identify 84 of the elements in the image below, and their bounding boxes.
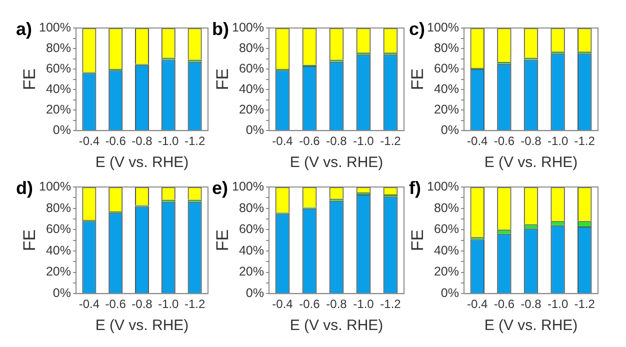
x-tick-label: -1.2 (184, 297, 206, 312)
x-tick-label: -1.2 (574, 297, 596, 312)
x-tick-label: -1.0 (547, 134, 568, 148)
chart-title: d) (16, 178, 33, 198)
x-tick-label: -1.0 (158, 134, 180, 148)
x-tick-label: -1.0 (158, 297, 180, 312)
y-tick-label: 100% (427, 20, 459, 34)
y-tick-label: 60% (46, 61, 71, 76)
x-tick-label: -0.6 (494, 134, 515, 148)
y-tick-label: 100% (39, 179, 71, 194)
y-axis-title: FE (408, 68, 427, 90)
x-tick-label: -1.2 (380, 297, 402, 312)
y-tick-label: 40% (434, 243, 459, 258)
x-tick-label: -0.6 (105, 297, 126, 312)
chart-title: c) (409, 19, 426, 39)
y-tick-label: 80% (238, 40, 264, 55)
y-axis-title: FE (212, 68, 232, 90)
y-tick-label: 60% (238, 222, 264, 236)
y-tick-label: 40% (238, 82, 264, 96)
x-tick-label: -0.8 (326, 297, 348, 312)
y-tick-label: 60% (434, 222, 459, 236)
x-tick-label: -0.4 (467, 134, 488, 148)
x-tick-label: -0.6 (105, 134, 126, 148)
x-tick-label: -1.0 (353, 297, 374, 312)
chart-title: a) (16, 19, 32, 39)
x-axis-title: E (V vs. RHE) (290, 317, 384, 334)
y-tick-label: 80% (434, 200, 459, 215)
y-tick-label: 20% (46, 264, 71, 279)
x-tick-label: -0.6 (494, 297, 515, 312)
y-tick-label: 0% (246, 123, 264, 138)
x-tick-label: -0.4 (78, 297, 100, 312)
x-tick-label: -0.4 (78, 134, 100, 148)
x-tick-label: -1.2 (380, 134, 402, 148)
x-axis-title: E (V vs. RHE) (290, 154, 384, 172)
y-axis-title: FE (212, 229, 232, 252)
chart-title: e) (212, 178, 228, 198)
y-tick-label: 60% (46, 222, 71, 236)
y-tick-label: 80% (238, 200, 264, 215)
y-tick-label: 60% (434, 61, 459, 76)
y-tick-label: 20% (238, 264, 264, 279)
x-tick-label: -0.8 (132, 297, 153, 312)
x-tick-label: -1.2 (184, 134, 206, 148)
y-tick-label: 20% (434, 264, 459, 279)
y-tick-label: 40% (46, 243, 71, 258)
y-tick-label: 20% (46, 102, 71, 117)
y-tick-label: 60% (238, 61, 264, 76)
x-tick-label: -0.4 (272, 134, 294, 148)
y-tick-label: 20% (434, 102, 459, 117)
x-axis-title: E (V vs. RHE) (484, 317, 578, 334)
y-tick-label: 80% (46, 40, 71, 55)
x-tick-label: -1.0 (353, 134, 374, 148)
y-tick-label: 80% (46, 200, 71, 215)
y-axis-title: FE (20, 68, 39, 90)
y-tick-label: 0% (52, 286, 71, 300)
x-tick-label: -0.8 (132, 134, 153, 148)
chart-title: f) (409, 178, 421, 198)
y-axis-title: FE (20, 229, 39, 252)
x-tick-label: -0.8 (520, 297, 542, 312)
x-tick-label: -0.4 (467, 297, 488, 312)
x-axis-title: E (V vs. RHE) (95, 154, 189, 172)
x-tick-label: -0.4 (272, 297, 294, 312)
y-tick-label: 100% (232, 179, 264, 194)
y-tick-label: 40% (238, 243, 264, 258)
x-tick-label: -1.2 (574, 134, 596, 148)
x-tick-label: -0.8 (326, 134, 348, 148)
y-tick-label: 100% (232, 20, 264, 34)
x-tick-label: -1.0 (547, 297, 568, 312)
y-axis-title: FE (408, 229, 427, 252)
y-tick-label: 100% (427, 179, 459, 194)
x-axis-title: E (V vs. RHE) (484, 154, 578, 172)
y-tick-label: 100% (39, 20, 71, 34)
y-tick-label: 0% (52, 123, 71, 138)
x-tick-label: -0.6 (299, 134, 320, 148)
chart-title: b) (212, 19, 229, 39)
y-tick-label: 0% (246, 286, 264, 300)
x-axis-title: E (V vs. RHE) (95, 317, 189, 334)
y-tick-label: 40% (46, 82, 71, 96)
y-tick-label: 0% (440, 123, 459, 138)
x-tick-label: -0.8 (520, 134, 542, 148)
y-tick-label: 0% (440, 286, 459, 300)
x-tick-label: -0.6 (299, 297, 320, 312)
y-tick-label: 80% (434, 40, 459, 55)
y-tick-label: 20% (238, 102, 264, 117)
y-tick-label: 40% (434, 82, 459, 96)
